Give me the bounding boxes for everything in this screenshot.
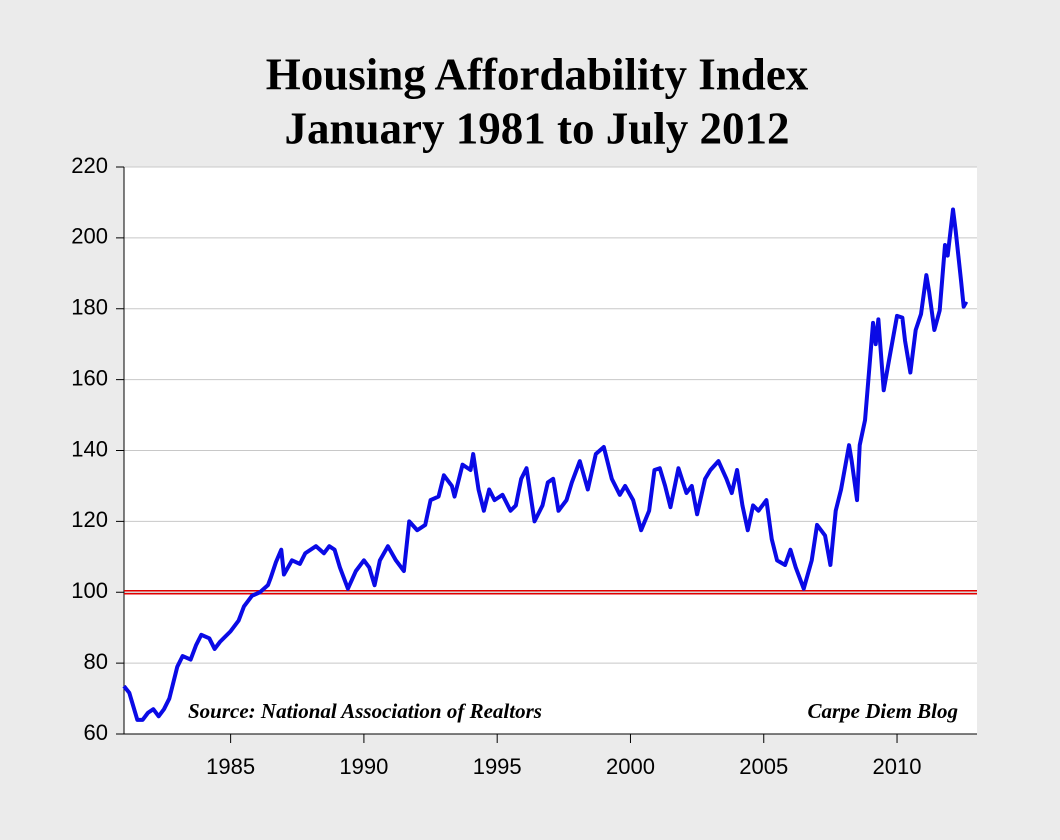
y-tick-label: 60 [84, 720, 108, 745]
y-tick-label: 200 [71, 224, 108, 249]
y-tick-label: 120 [71, 507, 108, 532]
y-tick-label: 140 [71, 436, 108, 461]
y-tick-label: 180 [71, 295, 108, 320]
x-tick-label: 2000 [606, 754, 655, 779]
annotation: Source: National Association of Realtors [188, 699, 542, 723]
chart-subtitle: January 1981 to July 2012 [284, 103, 789, 153]
x-tick-label: 2005 [739, 754, 788, 779]
y-tick-label: 100 [71, 578, 108, 603]
y-tick-label: 160 [71, 365, 108, 390]
x-tick-label: 1995 [473, 754, 522, 779]
x-tick-label: 1990 [339, 754, 388, 779]
y-tick-label: 80 [84, 649, 108, 674]
annotation: Carpe Diem Blog [808, 699, 959, 723]
data-line [122, 207, 969, 722]
x-tick-label: 1985 [206, 754, 255, 779]
y-tick-label: 220 [71, 153, 108, 178]
x-tick-label: 2010 [873, 754, 922, 779]
chart-title: Housing Affordability Index [266, 49, 809, 99]
